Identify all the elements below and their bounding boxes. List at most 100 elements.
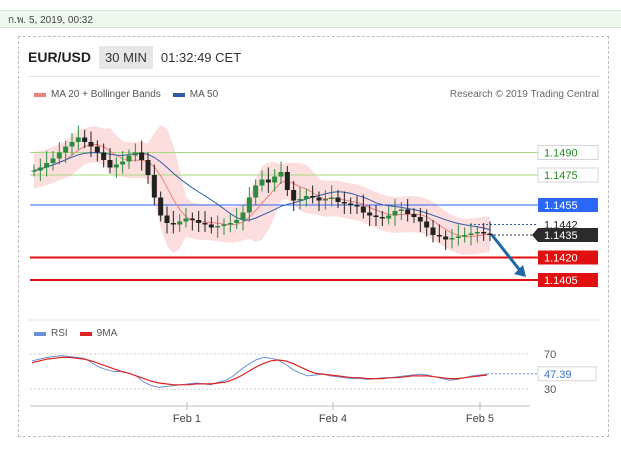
level-label-1.1490: 1.1490 <box>537 145 599 160</box>
candle-body <box>481 232 487 234</box>
candle-body <box>44 163 50 168</box>
candle-body <box>215 226 221 228</box>
candle-body <box>132 152 138 156</box>
candle-body <box>158 197 164 216</box>
candle-body <box>240 212 246 220</box>
legend-ma50: MA 50 <box>172 89 218 100</box>
candle-body <box>151 175 157 198</box>
rsi-last-value: 47.39 <box>544 369 572 381</box>
forecast-arrow-shaft <box>490 234 524 274</box>
candle-body <box>360 206 366 213</box>
candle-body <box>82 137 88 142</box>
research-credit: Research © 2019 Trading Central <box>449 89 599 100</box>
ma9-label: 9MA <box>96 328 118 339</box>
candle-body <box>63 146 69 153</box>
candle-body <box>322 199 328 201</box>
candle-body <box>424 221 430 228</box>
last-price-box <box>532 228 598 242</box>
candle-body <box>75 137 81 142</box>
candle-body <box>443 236 449 240</box>
level-box-1.1455 <box>538 198 598 212</box>
candle-body <box>208 224 214 228</box>
candle-body <box>37 167 43 171</box>
candle-body <box>348 203 354 205</box>
candle-body <box>234 220 240 223</box>
candle-body <box>329 197 335 199</box>
candle-body <box>436 235 442 237</box>
candle-body <box>120 161 126 165</box>
candle-body <box>341 202 347 204</box>
level-box-1.1490 <box>537 145 599 160</box>
level-box-1.1475 <box>537 167 599 183</box>
level-label-1.1455: 1.1455 <box>538 198 598 212</box>
candle-body <box>449 238 455 240</box>
ma20-swatch <box>34 92 46 97</box>
level-box-1.1405 <box>538 273 598 287</box>
x-tick-label: Feb 4 <box>319 413 347 425</box>
candle-body <box>462 235 468 237</box>
forecast-arrow-head <box>514 265 526 277</box>
candle-body <box>101 152 107 160</box>
candle-body <box>88 142 94 147</box>
candle-body <box>367 212 373 216</box>
clock: 01:32:49 CET <box>160 49 242 65</box>
level-text-1.1420: 1.1420 <box>544 253 578 265</box>
rsi-tick-30: 30 <box>544 384 556 396</box>
legend-ma9: 9MA <box>79 328 118 339</box>
ma50-swatch <box>172 92 185 97</box>
ma20-label: MA 20 + Bollinger Bands <box>51 89 161 100</box>
price-legend: MA 20 + Bollinger Bands MA 50 <box>34 89 230 100</box>
candle-body <box>272 176 278 183</box>
candle-body <box>139 152 145 160</box>
level-text-1.1405: 1.1405 <box>544 275 578 287</box>
candle-body <box>259 179 265 186</box>
candle-body <box>379 217 385 219</box>
rsi-tick-70: 70 <box>544 349 556 361</box>
rsi-last-box <box>537 366 597 382</box>
candle-body <box>246 197 252 213</box>
candle-body <box>164 215 170 223</box>
legend-ma20: MA 20 + Bollinger Bands <box>34 89 161 100</box>
candle-body <box>170 223 176 225</box>
date-text: ก.พ. 5, 2019, 00:32 <box>8 15 93 26</box>
rsi-line <box>31 355 488 388</box>
chart-header: EUR/USD 30 MIN 01:32:49 CET <box>28 44 241 70</box>
candle-body <box>202 223 208 225</box>
candle-body <box>474 232 480 234</box>
candle-body <box>284 172 290 190</box>
level-label-1.1475: 1.1475 <box>537 167 599 183</box>
candle-body <box>335 197 341 202</box>
candle-body <box>107 160 113 168</box>
candle-body <box>221 224 227 226</box>
x-tick-label: Feb 1 <box>173 413 201 425</box>
candle-body <box>189 218 195 220</box>
candle-body <box>253 185 259 198</box>
candle-body <box>145 160 151 175</box>
candle-body <box>430 227 436 235</box>
candle-body <box>297 199 303 201</box>
last-price-label: 1.1435 <box>544 230 578 242</box>
candle-body <box>126 155 132 162</box>
rsi-label: RSI <box>51 328 68 339</box>
rsi-swatch <box>34 331 46 336</box>
level-box-1.1420 <box>538 250 598 265</box>
candle-body <box>417 217 423 222</box>
candle-body <box>386 215 392 219</box>
candle-body <box>316 197 322 201</box>
ma9-swatch <box>79 331 92 336</box>
level-label-1.1405: 1.1405 <box>538 273 598 287</box>
currency-pair: EUR/USD <box>28 49 92 65</box>
x-tick-label: Feb 5 <box>466 413 494 425</box>
candle-body <box>94 146 100 153</box>
candle-body <box>31 170 37 172</box>
candle-body <box>468 233 474 235</box>
candle-body <box>303 196 309 199</box>
timeframe-badge[interactable]: 30 MIN <box>99 45 153 69</box>
candle-body <box>392 211 398 216</box>
candle-body <box>487 233 493 235</box>
level-text-1.1455: 1.1455 <box>544 200 578 212</box>
candles-group <box>31 125 493 250</box>
level-label-1.1420: 1.1420 <box>538 250 598 265</box>
candle-body <box>278 172 284 177</box>
